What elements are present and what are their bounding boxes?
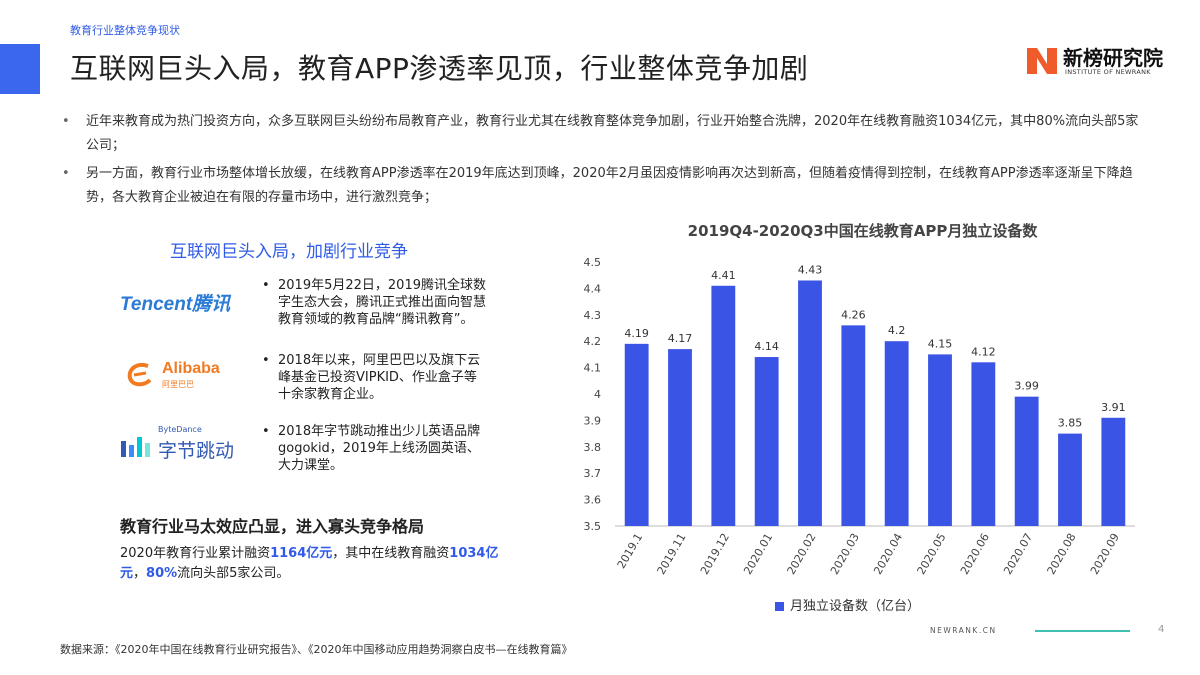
data-label: 4.17 [668, 332, 693, 345]
x-tick-label: 2020.05 [915, 531, 949, 577]
x-tick-label: 2020.08 [1045, 531, 1079, 577]
x-tick-label: 2020.04 [871, 531, 905, 577]
x-tick-label: 2020.03 [828, 531, 862, 577]
summary-part-2: ，其中在线教育融资 [332, 546, 450, 561]
bar-chart: 3.5 3.6 3.7 3.8 3.9 4 4.1 4.2 4.3 4.4 4.5 4.19 2019.… [584, 256, 1135, 577]
tencent-logo-text: Tencent腾讯 [120, 294, 231, 315]
y-tick-label: 4.4 [584, 282, 602, 295]
data-label: 4.41 [711, 269, 736, 282]
summary-value-online: 1034亿元 [120, 546, 499, 581]
y-tick-label: 4.3 [584, 309, 602, 322]
bar [711, 285, 736, 526]
summary-part-4: 流向头部5家公司。 [177, 566, 290, 581]
intro-bullets: 近年来教育成为热门投资方向，众多互联网巨头纷纷布局教育产业，教育行业尤其在线教育… [62, 110, 1142, 214]
x-tick-label: 2020.09 [1088, 531, 1122, 577]
bar [971, 362, 996, 526]
y-tick-label: 4 [594, 388, 601, 401]
x-tick-label: 2020.01 [741, 531, 775, 577]
intro-bullet-1: 近年来教育成为热门投资方向，众多互联网巨头纷纷布局教育产业，教育行业尤其在线教育… [62, 110, 1142, 158]
legend-label: 月独立设备数（亿台） [790, 599, 921, 614]
bar [928, 354, 952, 526]
x-tick-label: 2020.02 [785, 531, 819, 577]
legend-swatch [775, 602, 784, 611]
bytedance-logo-text: 字节跳动 [158, 440, 235, 462]
brand-logo: 新榜研究院 INSTITUTE OF NEWRANK [1025, 42, 1185, 78]
bytedance-logo-subtext: ByteDance [158, 425, 202, 434]
bytedance-item-text: 2018年字节跳动推出少儿英语品牌gogokid，2019年上线汤圆英语、大力课… [262, 423, 487, 474]
summary-value-share: 80% [146, 566, 178, 581]
bytedance-logo-icon [121, 437, 150, 457]
data-label: 3.85 [1058, 417, 1083, 430]
summary-part-3: ， [133, 566, 147, 581]
bar [1101, 417, 1126, 526]
bar [1014, 396, 1039, 526]
y-tick-label: 3.5 [584, 520, 602, 533]
section-label: 教育行业整体竞争现状 [70, 24, 180, 37]
brand-name: 新榜研究院 [1063, 46, 1163, 70]
bar [1058, 433, 1082, 526]
alibaba-logo: Alibaba 阿里巴巴 [120, 355, 245, 395]
newrank-logo-icon [1027, 48, 1057, 74]
chart-title: 2019Q4-2020Q3中国在线教育APP月独立设备数 [687, 222, 1038, 240]
y-tick-label: 4.5 [584, 256, 602, 269]
y-tick-label: 4.1 [584, 362, 602, 375]
y-tick-label: 4.2 [584, 335, 602, 348]
tencent-item: 2019年5月22日，2019腾讯全球数字生态大会，腾讯正式推出面向智慧教育领域… [262, 277, 487, 328]
alibaba-logo-icon [127, 363, 152, 387]
data-label: 4.26 [841, 308, 866, 321]
data-label: 3.99 [1014, 380, 1039, 393]
chart-legend: 月独立设备数（亿台） [775, 595, 920, 614]
bar [798, 280, 822, 526]
data-source: 数据来源：《2020年中国在线教育行业研究报告》、《2020年中国移动应用趋势洞… [60, 643, 573, 656]
page-title: 互联网巨头入局，教育APP渗透率见顶，行业整体竞争加剧 [70, 52, 809, 85]
alibaba-logo-subtext: 阿里巴巴 [162, 380, 194, 389]
y-tick-label: 3.6 [584, 494, 602, 507]
bar [624, 343, 649, 526]
intro-bullet-2: 另一方面，教育行业市场整体增长放缓，在线教育APP渗透率在2019年底达到顶峰，… [62, 162, 1142, 210]
bar [841, 325, 866, 526]
tencent-item-text: 2019年5月22日，2019腾讯全球数字生态大会，腾讯正式推出面向智慧教育领域… [262, 277, 487, 328]
y-tick-label: 3.7 [584, 467, 602, 480]
alibaba-logo-text: Alibaba [162, 360, 220, 377]
data-label: 4.43 [798, 263, 823, 276]
bytedance-item: 2018年字节跳动推出少儿英语品牌gogokid，2019年上线汤圆英语、大力课… [262, 423, 487, 474]
tencent-logo: Tencent腾讯 [120, 285, 245, 325]
alibaba-item: 2018年以来，阿里巴巴以及旗下云峰基金已投资VIPKID、作业盒子等十余家教育… [262, 352, 487, 403]
x-tick-label: 2020.06 [958, 531, 992, 577]
data-label: 4.15 [928, 337, 953, 350]
data-label: 4.14 [754, 340, 779, 353]
x-tick-label: 2019.12 [698, 531, 732, 577]
data-label: 3.91 [1101, 401, 1126, 414]
page-number: 4 [1158, 624, 1165, 635]
data-label: 4.12 [971, 345, 996, 358]
data-label: 4.19 [624, 327, 649, 340]
bytedance-logo: ByteDance 字节跳动 [120, 425, 245, 465]
left-panel-heading: 互联网巨头入局，加剧行业竞争 [170, 242, 408, 262]
data-label: 4.2 [888, 324, 906, 337]
brand-subtitle: INSTITUTE OF NEWRANK [1065, 68, 1151, 76]
title-accent-bar [0, 44, 40, 94]
footer-accent-line [1035, 630, 1130, 632]
y-tick-label: 3.8 [584, 441, 602, 454]
x-tick-label: 2019.1 [615, 531, 646, 571]
bar [754, 357, 779, 526]
left-sub-heading: 教育行业马太效应凸显，进入寡头竞争格局 [120, 517, 425, 536]
funding-summary: 2020年教育行业累计融资1164亿元，其中在线教育融资1034亿元，80%流向… [120, 544, 500, 584]
bar [884, 341, 909, 526]
summary-value-total: 1164亿元 [270, 546, 333, 561]
bar [668, 349, 692, 526]
x-tick-label: 2019.11 [655, 531, 689, 577]
y-tick-label: 3.9 [584, 414, 602, 427]
summary-part-1: 2020年教育行业累计融资 [120, 546, 271, 561]
x-tick-label: 2020.07 [1001, 531, 1035, 577]
footer-site: NEWRANK.CN [930, 626, 997, 635]
alibaba-item-text: 2018年以来，阿里巴巴以及旗下云峰基金已投资VIPKID、作业盒子等十余家教育… [262, 352, 487, 403]
